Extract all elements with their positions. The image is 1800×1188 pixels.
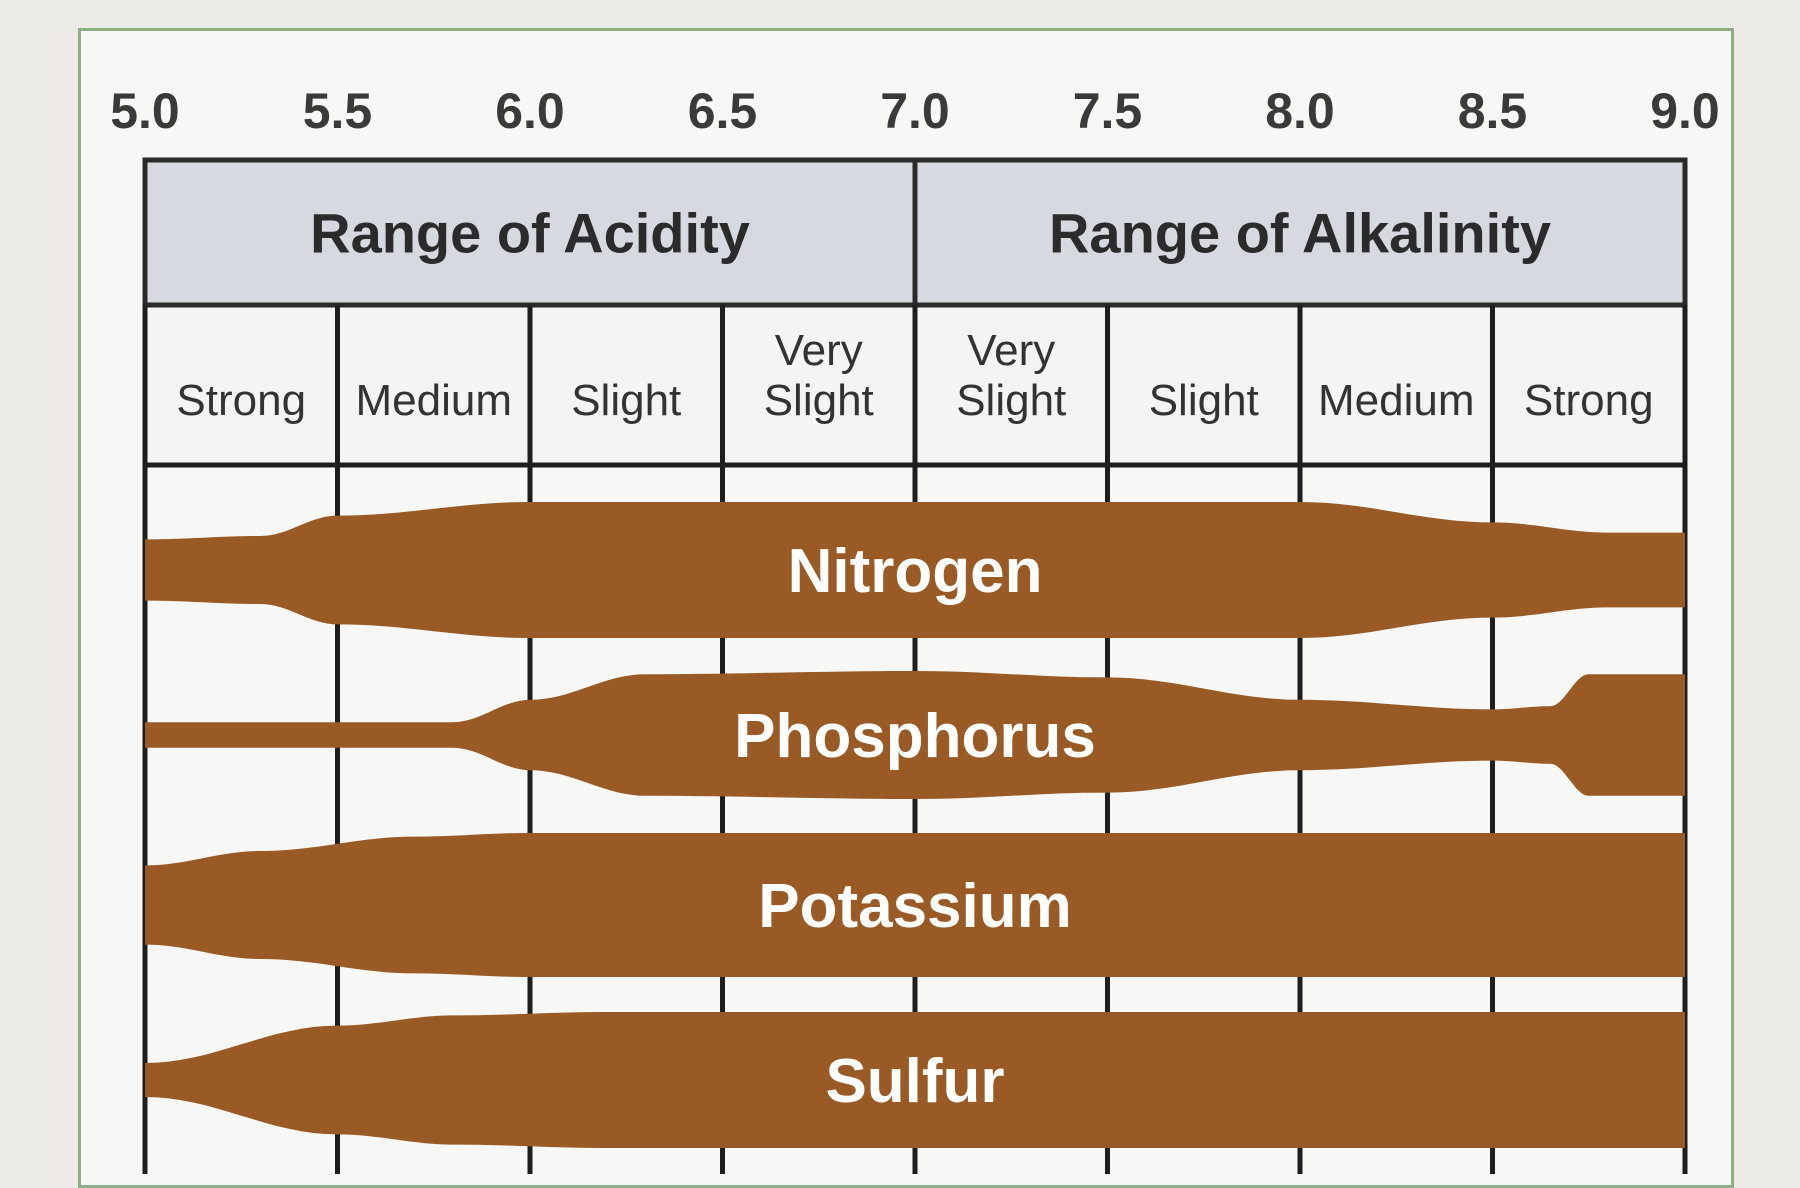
x-tick-label: 6.0 [495,83,565,139]
x-tick-label: 5.0 [110,83,180,139]
degree-label: Strong [176,376,306,425]
x-tick-label: 5.5 [303,83,373,139]
degree-label: Very Slight [956,326,1066,425]
band-label: Potassium [758,872,1072,941]
degree-label-line: Slight [956,376,1066,425]
x-tick-label: 6.5 [688,83,758,139]
band-sulfur [145,1012,1685,1148]
x-tick-label: 7.5 [1073,83,1143,139]
degree-label: Very Slight [764,326,874,425]
degree-label: Slight [571,376,681,425]
x-tick-label: 8.0 [1265,83,1335,139]
band-nitrogen [145,502,1685,638]
degree-label: Slight [1149,376,1259,425]
band-label: Sulfur [825,1047,1004,1116]
x-tick-label: 7.0 [880,83,950,139]
x-tick-label: 8.5 [1458,83,1528,139]
band-phosphorus [145,671,1685,799]
degree-label: Strong [1524,376,1654,425]
degree-label: Medium [356,376,513,425]
band-label: Nitrogen [788,537,1043,606]
degree-label-line: Slight [764,376,874,425]
band-label: Phosphorus [734,702,1096,771]
band-potassium [145,833,1685,977]
x-tick-label: 9.0 [1650,83,1720,139]
range-label: Range of Alkalinity [1049,202,1551,265]
degree-label-line: Very [967,326,1055,375]
range-label: Range of Acidity [310,202,750,265]
degree-label-line: Very [775,326,863,375]
degree-label: Medium [1318,376,1475,425]
